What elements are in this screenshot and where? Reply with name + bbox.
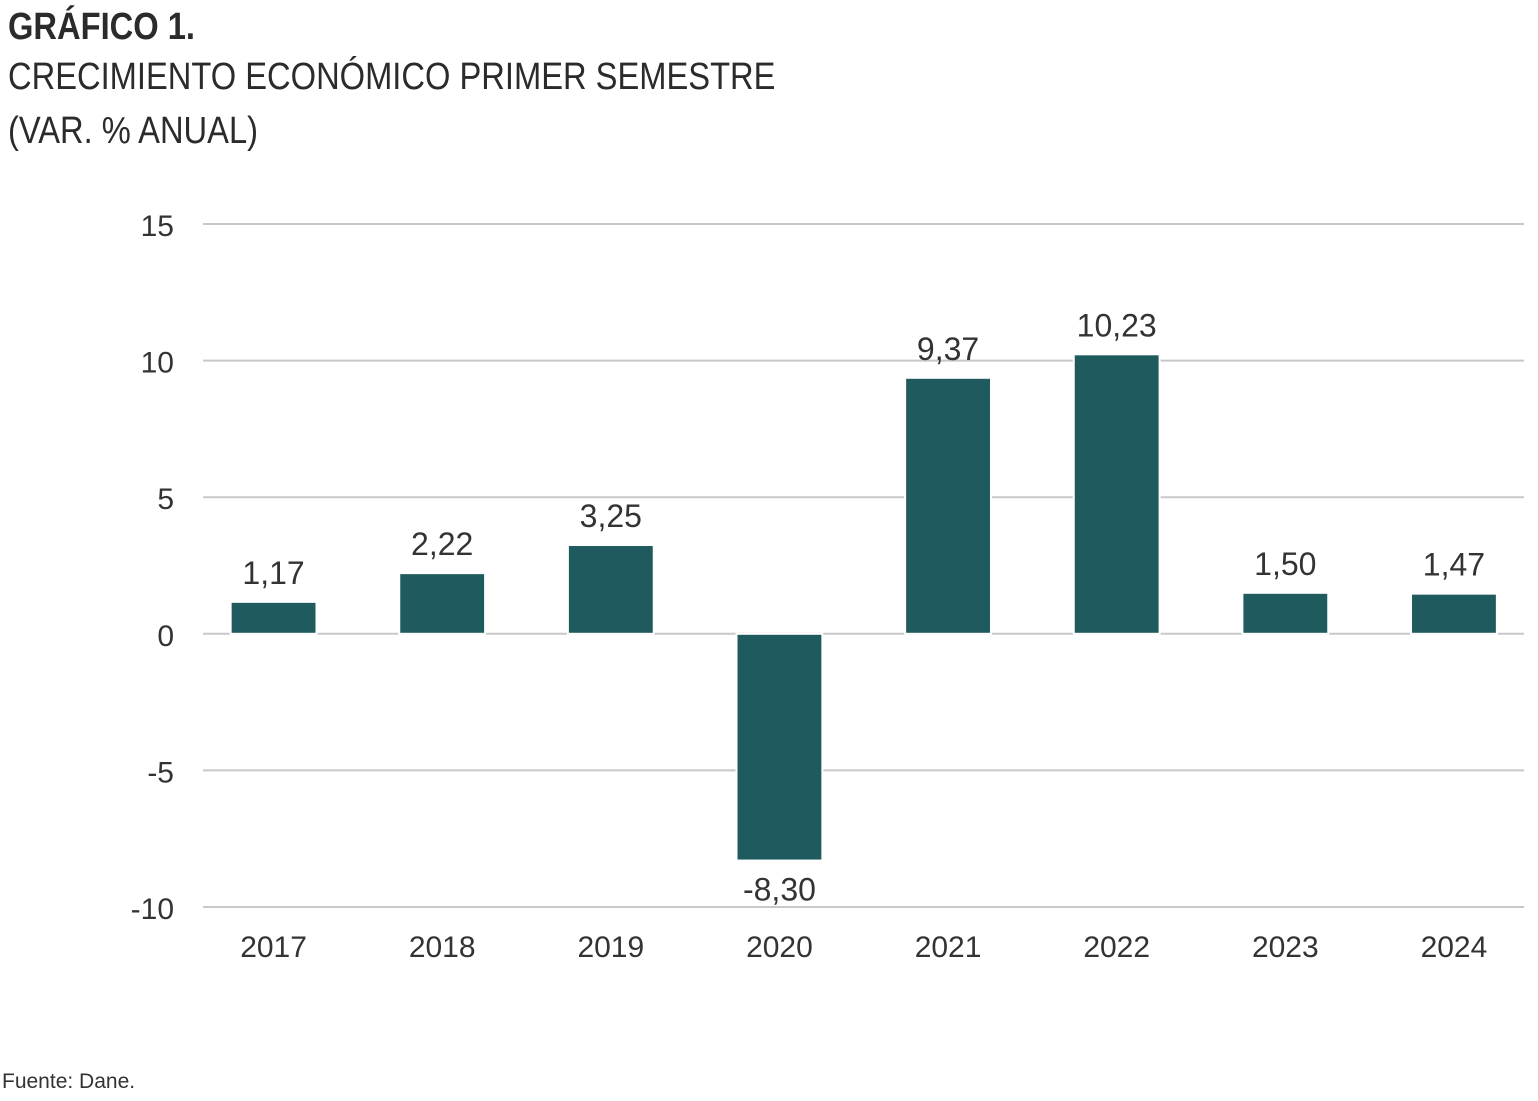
x-tick-label: 2020 [746,931,813,964]
bar-2018 [398,572,487,635]
y-tick-label: 5 [157,483,174,516]
bar-2019 [566,544,655,635]
bar-2024 [1410,592,1498,635]
y-tick-label: 15 [141,210,174,243]
chart-title: CRECIMIENTO ECONÓMICO PRIMER SEMESTRE [8,56,776,98]
x-tick-label: 2018 [409,931,476,964]
data-label: 1,50 [1254,546,1316,582]
bar-2020 [735,632,824,862]
x-tick-label: 2024 [1421,931,1488,964]
source-note: Fuente: Dane. [2,1070,136,1093]
data-label: 3,25 [580,498,642,534]
bar-2021 [904,376,992,635]
x-axis-ticks: 2017 2018 2019 2020 2021 2022 2023 2024 [240,931,1487,964]
y-tick-label: -5 [147,756,174,789]
x-tick-label: 2023 [1252,931,1319,964]
data-labels: 1,17 2,22 3,25 -8,30 9,37 10,23 1,50 1,47 [242,307,1485,907]
y-tick-label: -10 [131,893,174,926]
chart-number: GRÁFICO 1. [8,6,196,48]
bar-2023 [1241,591,1330,635]
gridlines [203,223,1524,908]
chart-subtitle: (VAR. % ANUAL) [8,110,259,152]
y-tick-label: 10 [141,347,174,380]
data-label: -8,30 [743,872,816,908]
x-tick-label: 2017 [240,931,307,964]
y-tick-label: 0 [157,620,174,653]
data-label: 9,37 [917,331,979,367]
bars [229,353,1498,862]
data-label: 10,23 [1077,307,1157,343]
x-tick-label: 2021 [915,931,982,964]
data-label: 1,17 [242,555,304,591]
bar-2022 [1072,353,1161,635]
x-tick-label: 2019 [577,931,644,964]
y-axis-ticks: 15 10 5 0 -5 -10 [131,210,174,926]
x-tick-label: 2022 [1083,931,1150,964]
data-label: 2,22 [411,526,473,562]
bar-2017 [229,600,318,635]
data-label: 1,47 [1423,547,1485,583]
